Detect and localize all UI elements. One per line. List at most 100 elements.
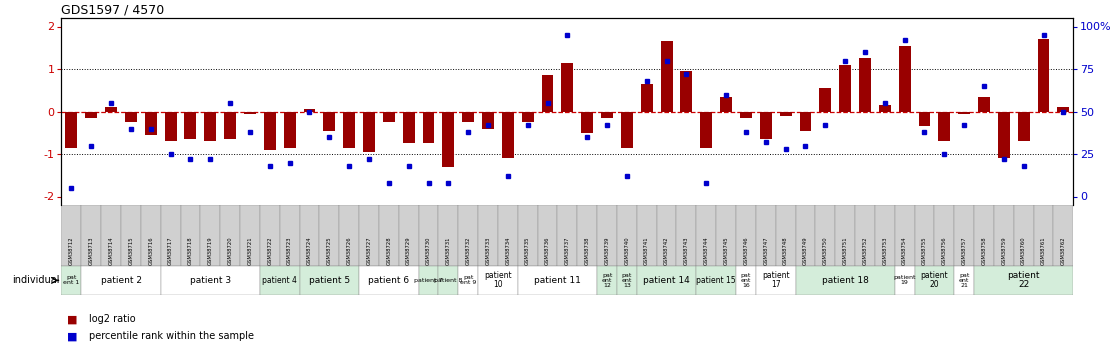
Bar xyxy=(597,266,617,295)
Bar xyxy=(300,205,320,266)
Text: GSM38723: GSM38723 xyxy=(287,236,292,265)
Text: patient
10: patient 10 xyxy=(484,272,512,289)
Bar xyxy=(819,88,832,111)
Bar xyxy=(1017,111,1030,141)
Text: patient 18: patient 18 xyxy=(822,276,869,285)
Bar xyxy=(994,205,1014,266)
Bar xyxy=(438,266,458,295)
Bar xyxy=(458,205,479,266)
Text: GSM38754: GSM38754 xyxy=(902,236,907,265)
Bar xyxy=(125,111,136,122)
Bar xyxy=(320,205,339,266)
Text: pat
ent
21: pat ent 21 xyxy=(959,273,969,288)
Text: GSM38758: GSM38758 xyxy=(982,236,986,265)
Bar xyxy=(919,111,930,126)
Bar xyxy=(101,205,121,266)
Text: patient 14: patient 14 xyxy=(643,276,690,285)
Bar xyxy=(522,111,533,122)
Bar xyxy=(894,266,915,295)
Bar xyxy=(482,111,494,128)
Bar xyxy=(717,205,736,266)
Text: patient 15: patient 15 xyxy=(697,276,736,285)
Bar xyxy=(915,266,955,295)
Bar xyxy=(581,111,594,133)
Text: GSM38747: GSM38747 xyxy=(764,236,768,265)
Bar xyxy=(343,111,356,148)
Text: patient
19: patient 19 xyxy=(893,275,916,285)
Bar xyxy=(938,111,950,141)
Bar xyxy=(736,266,756,295)
Text: GSM38762: GSM38762 xyxy=(1061,236,1065,265)
Text: patient
17: patient 17 xyxy=(761,272,789,289)
Bar xyxy=(323,111,335,131)
Bar xyxy=(656,205,676,266)
Text: GSM38757: GSM38757 xyxy=(961,236,967,265)
Bar xyxy=(363,111,375,152)
Text: patient 11: patient 11 xyxy=(534,276,581,285)
Text: individual: individual xyxy=(12,275,59,285)
Text: GSM38724: GSM38724 xyxy=(307,236,312,265)
Bar xyxy=(259,205,280,266)
Bar xyxy=(796,266,894,295)
Text: pat
ent 1: pat ent 1 xyxy=(64,275,79,285)
Bar xyxy=(205,111,216,141)
Text: pat
ent 9: pat ent 9 xyxy=(459,275,476,285)
Bar xyxy=(264,111,276,150)
Bar xyxy=(82,266,161,295)
Text: GSM38718: GSM38718 xyxy=(188,236,193,265)
Text: GSM38712: GSM38712 xyxy=(69,236,74,265)
Bar xyxy=(458,266,479,295)
Text: GSM38744: GSM38744 xyxy=(703,236,709,265)
Text: GSM38727: GSM38727 xyxy=(367,236,371,265)
Text: GSM38733: GSM38733 xyxy=(485,236,491,265)
Text: pat
ent
13: pat ent 13 xyxy=(622,273,632,288)
Text: GSM38756: GSM38756 xyxy=(941,236,947,265)
Text: log2 ratio: log2 ratio xyxy=(89,314,136,324)
Text: GSM38739: GSM38739 xyxy=(605,236,609,265)
Bar xyxy=(145,111,157,135)
Bar xyxy=(161,205,180,266)
Bar xyxy=(300,266,359,295)
Bar xyxy=(756,266,796,295)
Bar xyxy=(617,205,637,266)
Text: patient
20: patient 20 xyxy=(920,272,948,289)
Text: ■: ■ xyxy=(67,314,77,324)
Text: GSM38722: GSM38722 xyxy=(267,236,273,265)
Text: GSM38730: GSM38730 xyxy=(426,236,432,265)
Bar xyxy=(1053,205,1073,266)
Text: patient 4: patient 4 xyxy=(263,276,297,285)
Bar xyxy=(359,205,379,266)
Bar xyxy=(359,266,418,295)
Text: patient
22: patient 22 xyxy=(1007,272,1040,289)
Text: GSM38741: GSM38741 xyxy=(644,236,650,265)
Text: patient 2: patient 2 xyxy=(101,276,142,285)
Text: patient 6: patient 6 xyxy=(368,276,409,285)
Bar xyxy=(637,266,697,295)
Text: GSM38726: GSM38726 xyxy=(347,236,352,265)
Bar xyxy=(200,205,220,266)
Bar xyxy=(184,111,197,139)
Bar xyxy=(280,205,300,266)
Bar xyxy=(402,111,415,144)
Text: GDS1597 / 4570: GDS1597 / 4570 xyxy=(61,4,164,17)
Bar xyxy=(399,205,418,266)
Bar xyxy=(418,266,438,295)
Bar xyxy=(641,84,653,111)
Bar xyxy=(958,111,970,114)
Bar xyxy=(894,205,915,266)
Bar xyxy=(61,266,82,295)
Text: GSM38760: GSM38760 xyxy=(1021,236,1026,265)
Bar xyxy=(720,97,732,111)
Bar xyxy=(418,205,438,266)
Bar xyxy=(740,111,752,118)
Text: pat
ent
16: pat ent 16 xyxy=(741,273,751,288)
Text: GSM38746: GSM38746 xyxy=(743,236,748,265)
Bar xyxy=(998,111,1010,158)
Text: GSM38721: GSM38721 xyxy=(247,236,253,265)
Bar xyxy=(899,46,910,111)
Bar xyxy=(558,205,577,266)
Text: GSM38713: GSM38713 xyxy=(88,236,94,265)
Bar xyxy=(1038,39,1050,111)
Bar xyxy=(498,205,518,266)
Text: GSM38751: GSM38751 xyxy=(843,236,847,265)
